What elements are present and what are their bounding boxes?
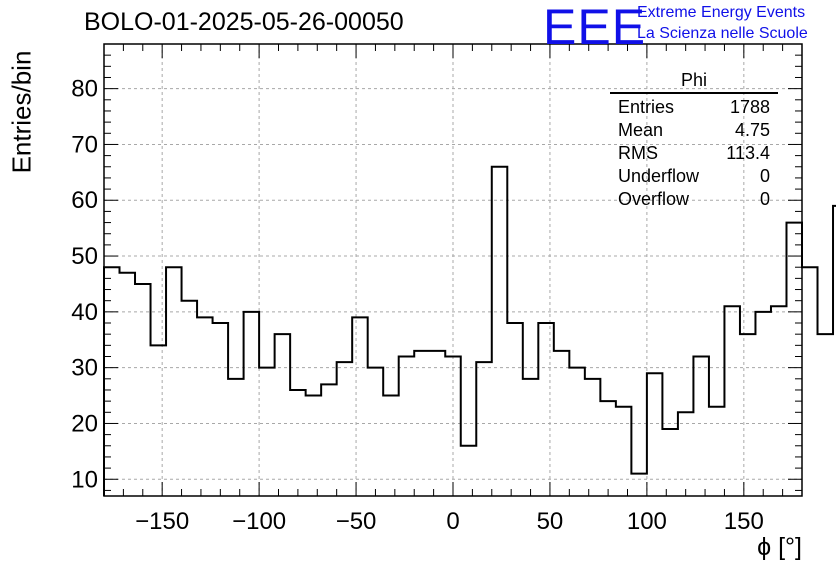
x-tick-label: 100 bbox=[627, 508, 667, 535]
y-axis-label: Entries/bin bbox=[6, 50, 37, 174]
stats-row-mean: Mean 4.75 bbox=[610, 120, 778, 143]
ticks bbox=[103, 43, 803, 496]
x-tick-label: 150 bbox=[724, 508, 764, 535]
x-tick-label: −50 bbox=[336, 508, 377, 535]
x-tick-label: −150 bbox=[135, 508, 189, 535]
stats-row-underflow: Underflow 0 bbox=[610, 166, 778, 189]
y-tick-label: 70 bbox=[71, 131, 98, 158]
x-tick-label: −100 bbox=[232, 508, 286, 535]
stats-box: Phi Entries 1788 Mean 4.75 RMS 113.4 Underflow… bbox=[610, 70, 778, 212]
y-tick-label: 80 bbox=[71, 76, 98, 103]
stats-label: Underflow bbox=[618, 166, 700, 186]
stats-value: 113.4 bbox=[726, 143, 770, 163]
stats-title: Phi bbox=[610, 70, 778, 94]
stats-row-rms: RMS 113.4 bbox=[610, 143, 778, 166]
histogram-outline bbox=[103, 165, 836, 496]
stats-value: 4.75 bbox=[734, 120, 770, 140]
stats-row-overflow: Overflow 0 bbox=[610, 189, 778, 212]
y-tick-label: 10 bbox=[71, 466, 98, 493]
y-tick-label: 20 bbox=[71, 410, 98, 437]
plot-title: BOLO-01-2025-05-26-00050 bbox=[84, 8, 404, 36]
y-tick-label: 50 bbox=[71, 243, 98, 270]
y-tick-label: 40 bbox=[71, 299, 98, 326]
eee-logo: EEE bbox=[543, 0, 647, 55]
stats-label: Mean bbox=[618, 120, 664, 140]
x-tick-label: 0 bbox=[446, 508, 459, 535]
y-tick-label: 60 bbox=[71, 187, 98, 214]
x-tick-label: 50 bbox=[537, 508, 564, 535]
stats-value: 1788 bbox=[729, 97, 770, 117]
grid-lines bbox=[104, 44, 802, 496]
stats-label: RMS bbox=[618, 143, 658, 163]
stats-label: Entries bbox=[618, 97, 675, 117]
stats-value: 0 bbox=[759, 166, 770, 186]
stats-label: Overflow bbox=[618, 189, 690, 209]
x-axis-label: ϕ [°] bbox=[757, 533, 802, 561]
logo-caption-line2: La Scienza nelle Scuole bbox=[637, 25, 808, 42]
y-tick-label: 30 bbox=[71, 355, 98, 382]
stats-value: 0 bbox=[759, 189, 770, 209]
tick-labels: −150 −100 −50 0 50 100 150 10 20 30 40 50 60 70 80 bbox=[71, 76, 764, 535]
stats-row-entries: Entries 1788 bbox=[610, 97, 778, 120]
logo-caption-line1: Extreme Energy Events bbox=[637, 4, 806, 21]
